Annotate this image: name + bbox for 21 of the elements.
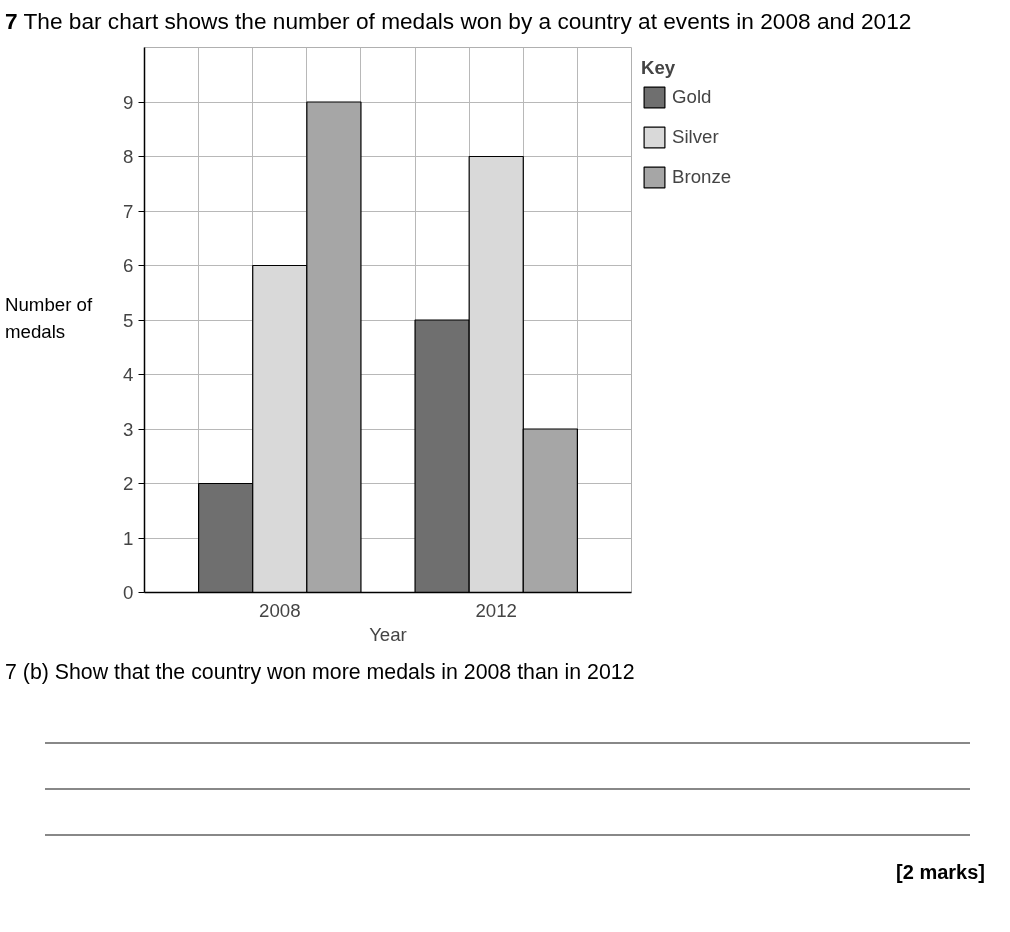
y-tick-label: 0 <box>123 582 134 604</box>
legend-label: Bronze <box>672 166 732 189</box>
y-tick-label: 3 <box>123 418 134 440</box>
y-axis-title: Number of medals <box>5 293 94 345</box>
x-tick-label: 2012 <box>475 599 517 621</box>
legend-title: Key <box>641 57 677 80</box>
y-tick-label: 1 <box>123 527 134 549</box>
y-tick-label: 8 <box>123 146 134 168</box>
y-tick-label: 4 <box>123 364 134 386</box>
y-tick-label: 9 <box>123 91 134 113</box>
y-tick-label: 2 <box>123 473 134 495</box>
legend-label: Silver <box>672 126 719 149</box>
y-tick-label: 7 <box>123 200 134 222</box>
legend-label: Gold <box>672 86 712 109</box>
x-axis-title: Year <box>369 623 407 645</box>
text: 7 (b) Show that the country won more medals in 2008 than in 2012 <box>5 659 635 687</box>
y-tick-label: 6 <box>123 255 134 277</box>
text: [2 marks] <box>896 860 985 883</box>
y-tick-label: 5 <box>123 309 134 331</box>
chart-title: 7 The bar chart shows the number of medals won by a country at events in 2008 and 2012 <box>5 7 912 36</box>
x-tick-label: 2008 <box>259 599 301 621</box>
